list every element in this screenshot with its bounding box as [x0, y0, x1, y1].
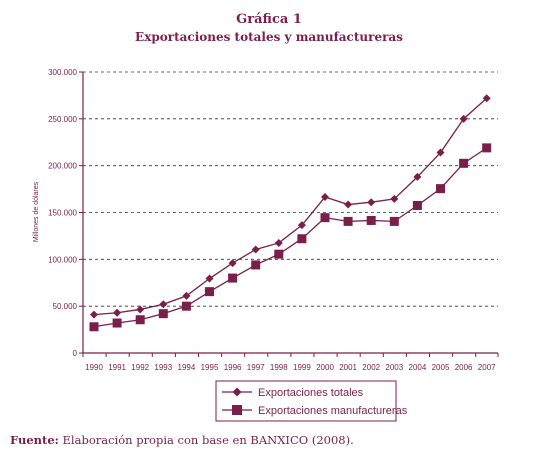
- data-point-manufactureras: [412, 200, 422, 210]
- legend-marker-totales: [232, 387, 242, 397]
- x-tick-label: 1992: [131, 363, 149, 372]
- grid-lines: [83, 71, 498, 307]
- y-tick-label: 150.000: [48, 209, 77, 218]
- data-point-manufactureras: [482, 143, 492, 153]
- data-point-manufactureras: [436, 184, 445, 194]
- source-note: Fuente: Elaboración propia con base en B…: [10, 433, 354, 447]
- data-point-manufactureras: [366, 215, 376, 225]
- y-tick-label: 200.000: [48, 162, 77, 171]
- data-point-totales: [90, 310, 98, 319]
- axes: [79, 71, 499, 357]
- data-point-totales: [367, 198, 376, 207]
- x-tick-label: 2006: [455, 363, 473, 372]
- data-point-totales: [297, 221, 306, 230]
- x-tick-label: 1999: [293, 363, 311, 372]
- chart-subtitle: Exportaciones totales y manufactureras: [135, 30, 403, 44]
- data-point-manufactureras: [205, 287, 214, 297]
- data-point-manufactureras: [112, 318, 122, 328]
- legend: Exportaciones totales Exportaciones manuf…: [215, 380, 408, 422]
- x-tick-label: 1998: [270, 363, 288, 372]
- x-tick-label: 2001: [339, 363, 357, 372]
- data-point-manufactureras: [459, 158, 469, 168]
- data-point-manufactureras: [228, 273, 238, 283]
- x-tick-label: 1990: [85, 363, 103, 372]
- x-tick-label: 1997: [247, 363, 265, 372]
- x-tick-label: 2000: [316, 363, 334, 372]
- legend-box: [215, 380, 397, 422]
- data-point-manufactureras: [297, 234, 307, 244]
- x-tick-labels: 1990 1991 1992 1993 1994 1995 1996 1997 1998 1999…: [85, 363, 496, 372]
- data-point-totales: [459, 114, 468, 123]
- data-point-totales: [413, 172, 422, 181]
- y-tick-labels: 0 50.000 100.000 150.000 200.000 250.000 300.0…: [48, 68, 77, 358]
- y-tick-label: 250.000: [48, 115, 77, 124]
- legend-label-manufactureras: Exportaciones manufactureras: [258, 405, 408, 417]
- data-point-totales: [251, 245, 260, 254]
- data-point-manufactureras: [320, 213, 330, 223]
- y-tick-label: 0: [73, 349, 78, 358]
- chart-title: Gráfica 1: [236, 12, 302, 27]
- data-point-totales: [228, 259, 237, 268]
- data-point-manufactureras: [343, 216, 353, 226]
- data-point-manufactureras: [251, 260, 261, 270]
- data-point-manufactureras: [274, 249, 284, 259]
- data-point-totales: [113, 308, 122, 317]
- source-label: Fuente:: [10, 433, 59, 447]
- data-point-totales: [436, 148, 445, 157]
- x-tick-label: 2004: [409, 363, 427, 372]
- x-tick-label: 1996: [224, 363, 242, 372]
- series-line-totales: [93, 97, 488, 316]
- data-point-totales: [274, 238, 283, 247]
- legend-label-totales: Exportaciones totales: [258, 387, 364, 399]
- y-axis-label: Millones de dólares: [33, 181, 40, 242]
- x-tick-label: 1994: [178, 363, 196, 372]
- data-point-manufactureras: [135, 315, 145, 325]
- data-point-totales: [482, 94, 491, 103]
- y-tick-label: 50.000: [53, 302, 78, 311]
- data-point-totales: [182, 291, 191, 300]
- data-point-totales: [205, 274, 214, 283]
- data-point-totales: [390, 194, 399, 203]
- x-tick-label: 2002: [362, 363, 380, 372]
- data-point-manufactureras: [89, 322, 99, 332]
- series-group: [89, 94, 492, 332]
- data-point-totales: [159, 300, 168, 309]
- data-point-manufactureras: [181, 301, 191, 311]
- source-text: Elaboración propia con base en BANXICO (…: [62, 433, 354, 447]
- x-tick-label: 2007: [478, 363, 496, 372]
- series-line-manufactureras: [93, 147, 488, 328]
- x-tick-label: 1991: [108, 363, 126, 372]
- data-point-totales: [136, 305, 145, 314]
- y-tick-label: 100.000: [48, 255, 77, 264]
- legend-marker-manufactureras: [232, 405, 242, 415]
- y-tick-label: 300.000: [48, 68, 77, 77]
- data-point-totales: [321, 193, 329, 202]
- x-tick-label: 1993: [154, 363, 172, 372]
- data-point-manufactureras: [389, 216, 399, 226]
- x-tick-label: 2003: [385, 363, 403, 372]
- x-tick-label: 2005: [432, 363, 450, 372]
- data-point-manufactureras: [158, 309, 168, 319]
- x-tick-label: 1995: [201, 363, 219, 372]
- data-point-totales: [344, 200, 353, 209]
